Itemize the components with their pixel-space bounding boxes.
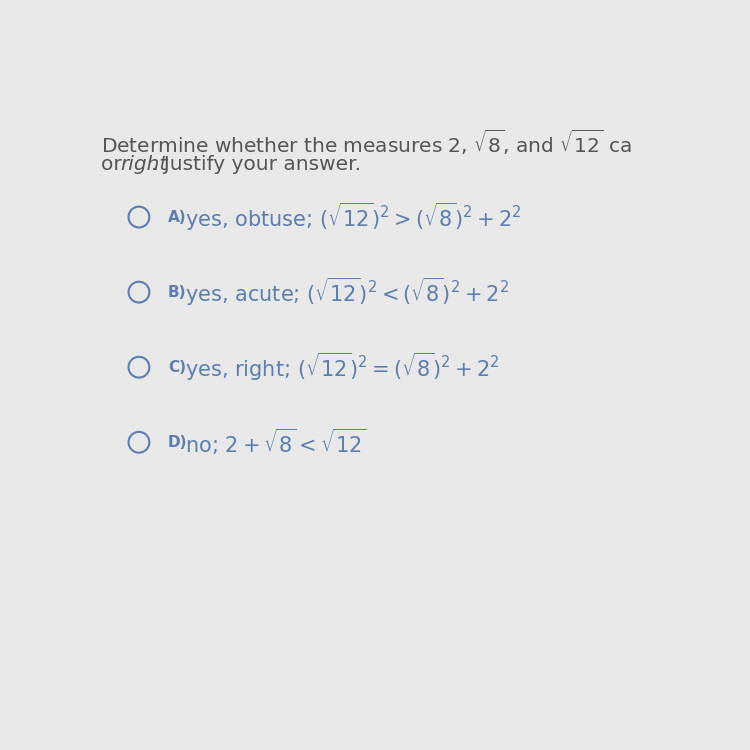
Text: yes, obtuse; $(\sqrt{12})^2 > (\sqrt{8})^2 + 2^2$: yes, obtuse; $(\sqrt{12})^2 > (\sqrt{8})… (185, 201, 522, 233)
Text: or: or (101, 154, 128, 174)
Text: . Justify your answer.: . Justify your answer. (151, 154, 361, 174)
Text: no; $2 + \sqrt{8} < \sqrt{12}$: no; $2 + \sqrt{8} < \sqrt{12}$ (185, 427, 367, 458)
Text: right: right (120, 154, 167, 174)
Text: D): D) (168, 435, 188, 450)
Text: B): B) (168, 285, 186, 299)
Text: Determine whether the measures 2, $\sqrt{8}$, and $\sqrt{12}$ ca: Determine whether the measures 2, $\sqrt… (101, 128, 632, 157)
Text: yes, right; $(\sqrt{12})^2 = (\sqrt{8})^2 + 2^2$: yes, right; $(\sqrt{12})^2 = (\sqrt{8})^… (185, 351, 500, 383)
Text: A): A) (168, 209, 187, 224)
Text: C): C) (168, 360, 186, 375)
Text: yes, acute; $(\sqrt{12})^2 < (\sqrt{8})^2 + 2^2$: yes, acute; $(\sqrt{12})^2 < (\sqrt{8})^… (185, 276, 509, 308)
